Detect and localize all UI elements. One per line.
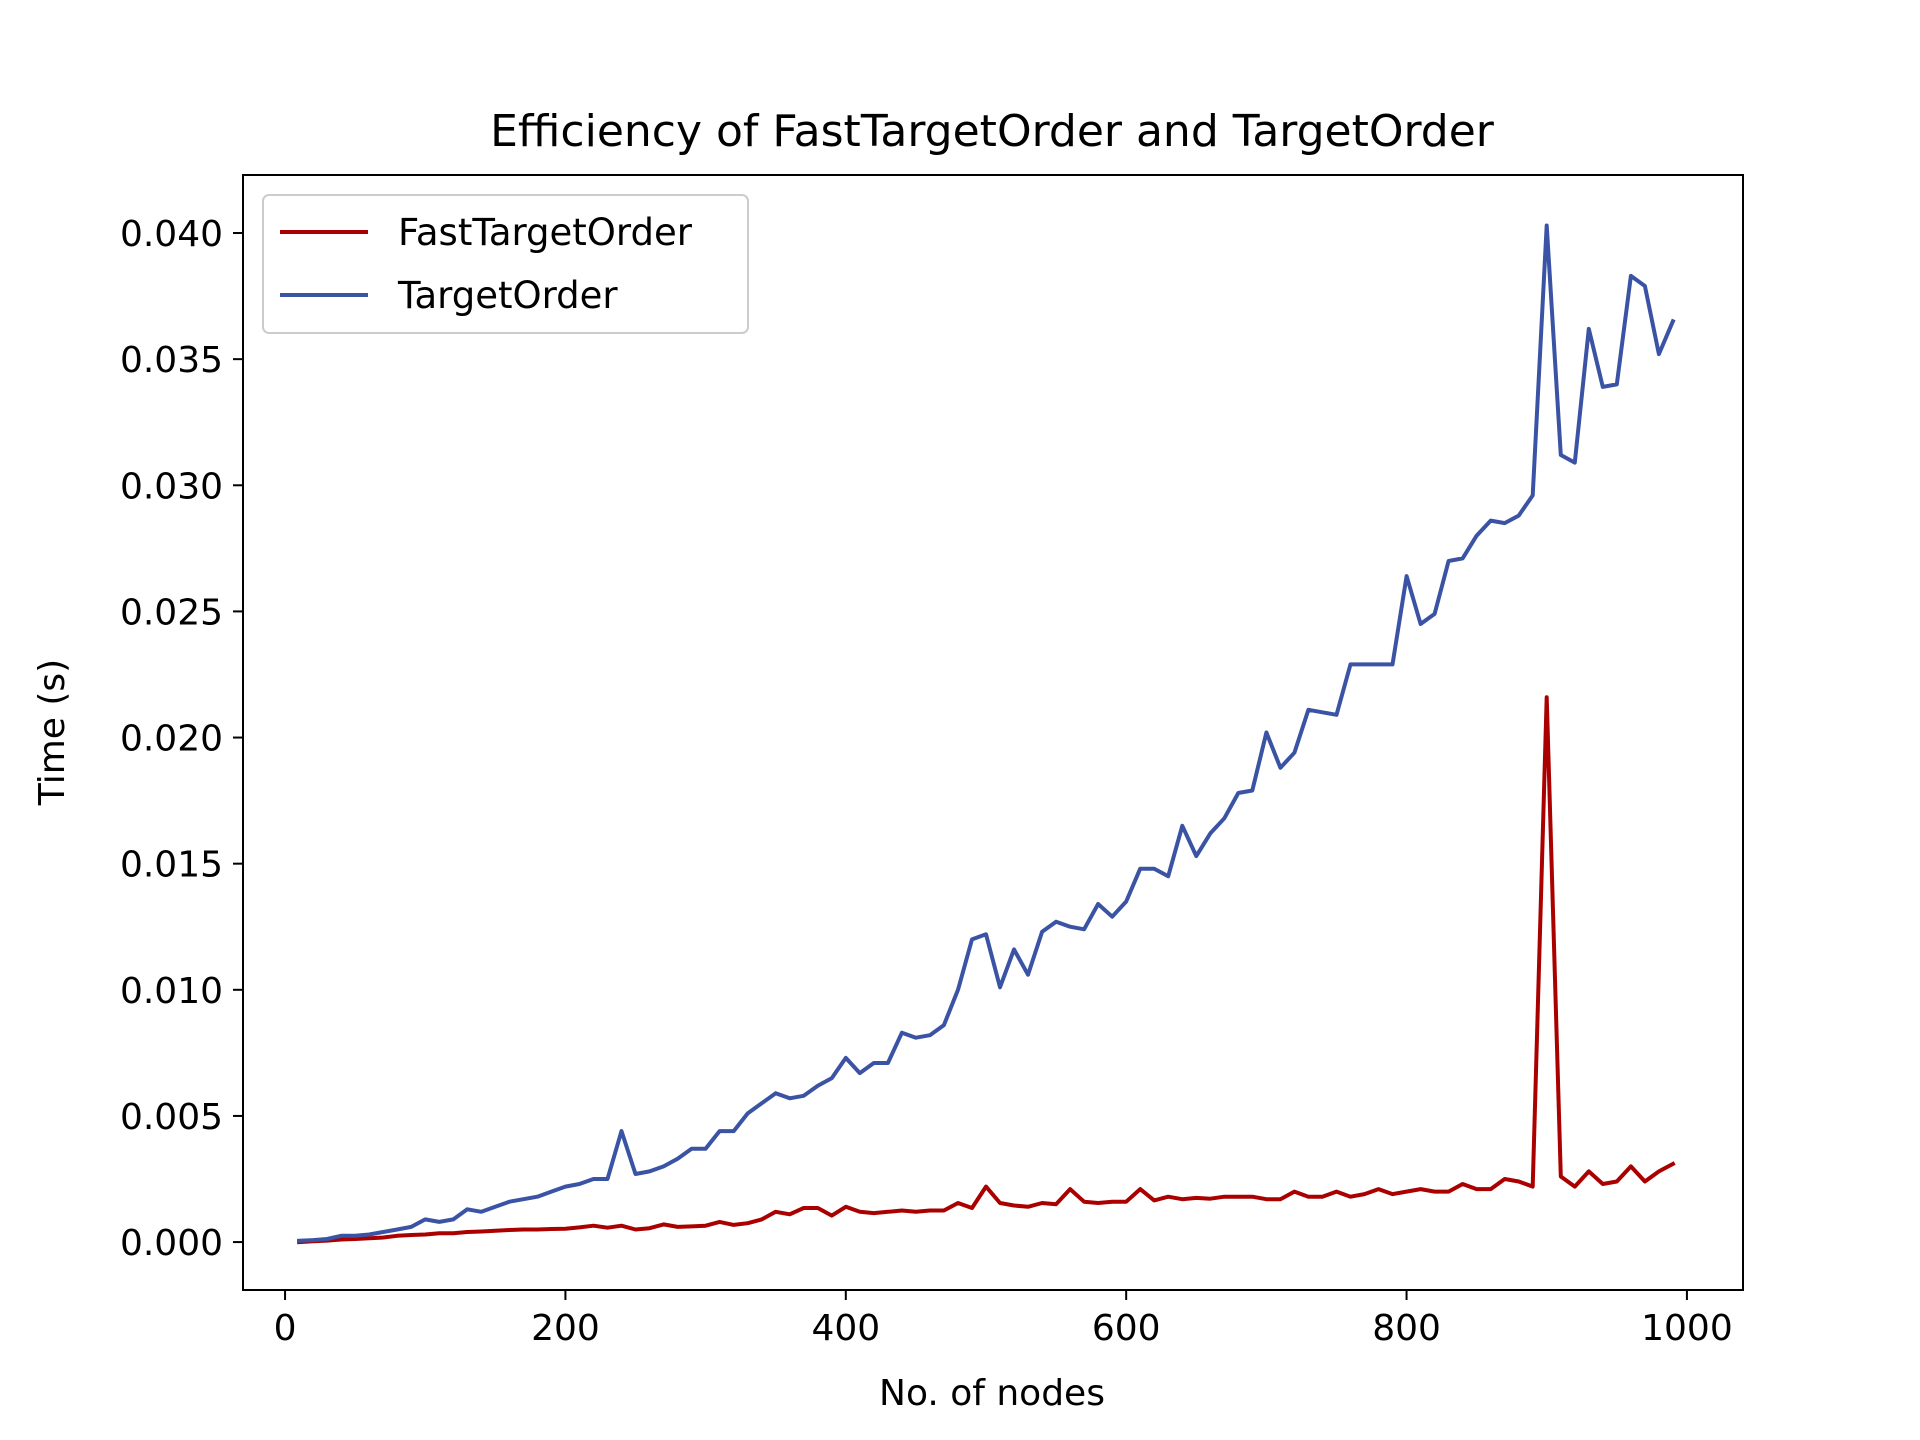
x-tick-label: 400	[811, 1308, 880, 1349]
x-tick-label: 600	[1092, 1308, 1161, 1349]
y-tick-label: 0.020	[120, 719, 223, 760]
y-axis-label: Time (s)	[32, 659, 73, 806]
y-axis: 0.000 0.005 0.010 0.015 0.020 0.025 0.030 0.035…	[120, 214, 243, 1264]
y-tick-label: 0.035	[120, 340, 223, 381]
series-lines	[296, 223, 1676, 1245]
y-tick-label: 0.030	[120, 466, 223, 507]
legend: FastTargetOrder TargetOrder	[262, 194, 749, 334]
x-axis: 0 200 400 600 800 1000	[274, 1290, 1733, 1349]
y-tick-label: 0.015	[120, 845, 223, 886]
chart-title: Efficiency of FastTargetOrder and Target…	[490, 106, 1495, 157]
x-axis-label: No. of nodes	[879, 1373, 1105, 1414]
y-tick-label: 0.000	[120, 1223, 223, 1264]
legend-label-targetorder: TargetOrder	[397, 274, 618, 317]
y-tick-label: 0.005	[120, 1097, 223, 1138]
legend-box	[262, 194, 749, 334]
plot-frame	[242, 174, 1744, 1291]
series-line-targetorder	[297, 223, 1676, 1243]
y-tick-label: 0.040	[120, 214, 223, 255]
legend-label-fasttargetorder: FastTargetOrder	[398, 211, 693, 254]
x-tick-label: 200	[531, 1308, 600, 1349]
y-tick-label: 0.010	[120, 971, 223, 1012]
x-tick-label: 1000	[1641, 1308, 1733, 1349]
x-tick-label: 800	[1372, 1308, 1441, 1349]
series-line-fasttargetorder	[296, 695, 1676, 1245]
y-tick-label: 0.025	[120, 592, 223, 633]
x-tick-label: 0	[274, 1308, 297, 1349]
